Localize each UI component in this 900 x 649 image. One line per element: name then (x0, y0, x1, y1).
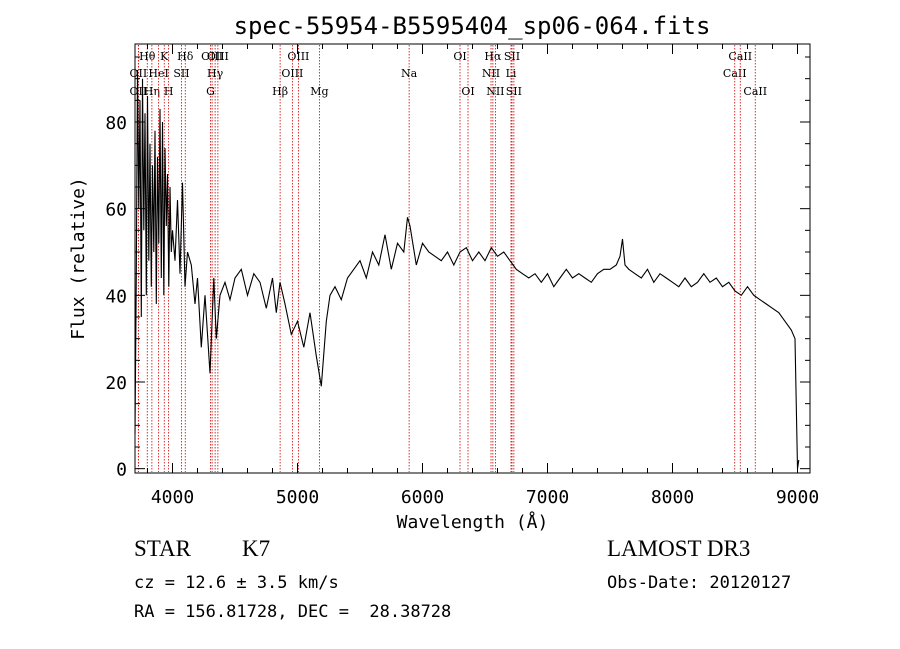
x-axis-label: Wavelength (Å) (397, 511, 549, 533)
emission-line-label: NII (482, 67, 500, 80)
emission-line-label: Na (401, 67, 418, 80)
emission-line-label: Hθ (139, 50, 156, 63)
plot-frame (134, 43, 811, 474)
emission-line-label: CaII (723, 67, 747, 80)
emission-line-label: Mg (310, 85, 328, 98)
emission-line-label: OI (461, 85, 474, 98)
y-tick-label: 20 (105, 373, 127, 394)
emission-line-label: G (206, 85, 215, 98)
spectrum-line (134, 69, 800, 469)
emission-line-label: Hα (484, 50, 502, 63)
emission-line-label: OIII (281, 67, 303, 80)
x-tick-label: 8000 (651, 487, 694, 508)
object-class: STAR (134, 536, 191, 561)
x-tick-label: 4000 (151, 487, 194, 508)
emission-line-label: Hγ (207, 67, 224, 80)
y-tick-label: 0 (116, 460, 127, 481)
emission-line-label: Li (506, 67, 517, 80)
emission-line-label: K (160, 50, 169, 63)
emission-line-label: Hη (144, 85, 160, 98)
y-tick-label: 40 (105, 286, 127, 307)
emission-line-label: OIII (201, 50, 223, 63)
spectral-subclass: K7 (242, 536, 271, 561)
emission-line-label: NII (486, 85, 504, 98)
sky-coordinates: RA = 156.81728, DEC = 28.38728 (134, 602, 452, 622)
observation-date: Obs-Date: 20120127 (607, 573, 792, 593)
emission-line-label: SII (504, 50, 520, 63)
emission-line-label: OIII (207, 50, 229, 63)
emission-line-label: CaII (728, 50, 752, 63)
x-tick-label: 6000 (401, 487, 444, 508)
x-tick-label: 5000 (276, 487, 319, 508)
x-tick-label: 7000 (526, 487, 569, 508)
y-tick-label: 60 (105, 200, 127, 221)
chart-title: spec-55954-B5595404_sp06-064.fits (234, 12, 711, 40)
emission-line-label: Hβ (272, 85, 288, 98)
emission-line-label: OI (453, 50, 466, 63)
redshift-velocity: cz = 12.6 ± 3.5 km/s (134, 573, 339, 593)
emission-line-label: Hδ (177, 50, 194, 63)
x-tick-label: 9000 (776, 487, 819, 508)
emission-line-label: SII (506, 85, 522, 98)
emission-line-label: HeI (148, 67, 168, 80)
y-axis-label: Flux (relative) (68, 177, 89, 340)
emission-line-label: OIII (287, 50, 309, 63)
emission-line-label: CaII (743, 85, 767, 98)
emission-line-label: SII (173, 67, 189, 80)
survey-label: LAMOST DR3 (607, 536, 751, 561)
y-tick-label: 80 (105, 113, 127, 134)
emission-line-label: H (164, 85, 174, 98)
